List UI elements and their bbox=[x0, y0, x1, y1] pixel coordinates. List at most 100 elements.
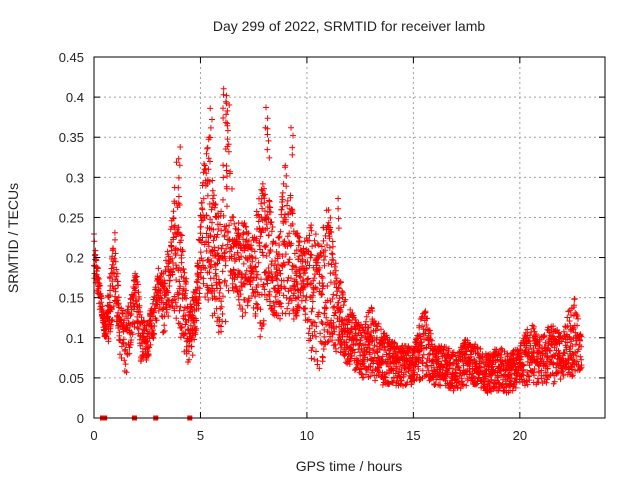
data-point bbox=[563, 344, 570, 351]
data-point bbox=[110, 246, 117, 253]
data-point bbox=[325, 338, 332, 345]
data-point bbox=[577, 353, 584, 360]
data-point bbox=[202, 294, 209, 300]
data-point bbox=[181, 269, 188, 276]
data-point bbox=[220, 174, 227, 181]
data-point bbox=[97, 282, 104, 289]
data-point bbox=[181, 331, 188, 338]
data-point bbox=[170, 215, 177, 222]
data-point bbox=[169, 271, 176, 278]
data-point bbox=[282, 251, 289, 258]
data-point bbox=[262, 191, 269, 198]
data-point bbox=[122, 361, 129, 368]
data-point bbox=[245, 230, 252, 237]
data-point bbox=[379, 353, 386, 360]
data-point bbox=[264, 125, 271, 132]
data-point bbox=[572, 367, 579, 374]
data-point bbox=[274, 282, 281, 289]
data-point bbox=[325, 207, 332, 213]
data-point bbox=[136, 302, 143, 309]
data-point bbox=[243, 267, 250, 274]
data-point bbox=[339, 291, 346, 298]
data-point bbox=[278, 206, 285, 213]
data-point bbox=[276, 290, 283, 296]
data-point bbox=[108, 306, 115, 313]
data-point bbox=[577, 337, 583, 344]
data-point bbox=[464, 337, 471, 344]
data-point bbox=[260, 252, 267, 259]
data-point bbox=[381, 344, 388, 351]
data-point bbox=[338, 344, 344, 351]
data-point bbox=[431, 364, 437, 371]
data-point bbox=[306, 232, 313, 239]
data-point bbox=[570, 326, 577, 333]
data-point bbox=[119, 339, 126, 346]
data-point bbox=[564, 314, 571, 321]
data-point bbox=[333, 277, 339, 284]
data-point bbox=[300, 278, 307, 285]
data-point bbox=[364, 324, 371, 331]
y-tick-label: 0.45 bbox=[59, 50, 84, 65]
data-point bbox=[259, 180, 266, 187]
data-point bbox=[264, 146, 271, 153]
data-point bbox=[446, 345, 452, 352]
data-point bbox=[367, 333, 373, 340]
data-point bbox=[544, 365, 551, 372]
data-point bbox=[218, 208, 225, 215]
data-point bbox=[333, 275, 340, 282]
data-point bbox=[98, 295, 105, 302]
data-point bbox=[420, 351, 427, 358]
data-point bbox=[224, 241, 231, 248]
data-point bbox=[288, 297, 295, 304]
data-point bbox=[223, 282, 230, 289]
data-point bbox=[261, 199, 268, 206]
data-point bbox=[376, 364, 383, 371]
data-point bbox=[419, 323, 426, 330]
data-point bbox=[372, 320, 379, 327]
data-point bbox=[437, 382, 444, 389]
data-point bbox=[264, 211, 271, 218]
data-point bbox=[170, 266, 177, 272]
data-point bbox=[342, 296, 349, 303]
data-point bbox=[383, 351, 390, 358]
data-point bbox=[109, 269, 116, 276]
data-point bbox=[314, 240, 321, 247]
data-point bbox=[323, 226, 330, 233]
data-point bbox=[320, 237, 327, 244]
data-point bbox=[378, 326, 384, 333]
data-point bbox=[253, 235, 260, 242]
data-point bbox=[265, 137, 272, 144]
data-point bbox=[459, 378, 466, 385]
data-point bbox=[200, 169, 207, 176]
data-point bbox=[541, 362, 548, 369]
data-point bbox=[164, 263, 170, 270]
data-point bbox=[288, 287, 295, 294]
data-point bbox=[110, 303, 117, 310]
data-point bbox=[173, 233, 180, 240]
data-point bbox=[203, 150, 210, 157]
data-point bbox=[283, 172, 290, 179]
data-point bbox=[517, 356, 524, 363]
data-point bbox=[200, 275, 207, 282]
data-point bbox=[175, 184, 182, 191]
data-point bbox=[310, 277, 317, 284]
data-point bbox=[213, 234, 220, 241]
data-point bbox=[236, 240, 243, 247]
data-point bbox=[210, 226, 217, 233]
data-point bbox=[177, 283, 184, 290]
data-point bbox=[322, 247, 329, 254]
data-point bbox=[221, 232, 228, 239]
data-point bbox=[281, 238, 288, 245]
data-point bbox=[195, 236, 202, 243]
data-point bbox=[234, 249, 241, 256]
data-point bbox=[308, 355, 315, 362]
data-point bbox=[578, 362, 585, 369]
data-point bbox=[291, 250, 298, 257]
data-point bbox=[571, 302, 578, 309]
data-point bbox=[253, 300, 260, 307]
data-point bbox=[205, 296, 212, 303]
data-point bbox=[335, 299, 342, 306]
y-tick-label: 0.15 bbox=[59, 291, 84, 306]
data-point bbox=[205, 239, 212, 246]
data-point bbox=[261, 185, 267, 192]
